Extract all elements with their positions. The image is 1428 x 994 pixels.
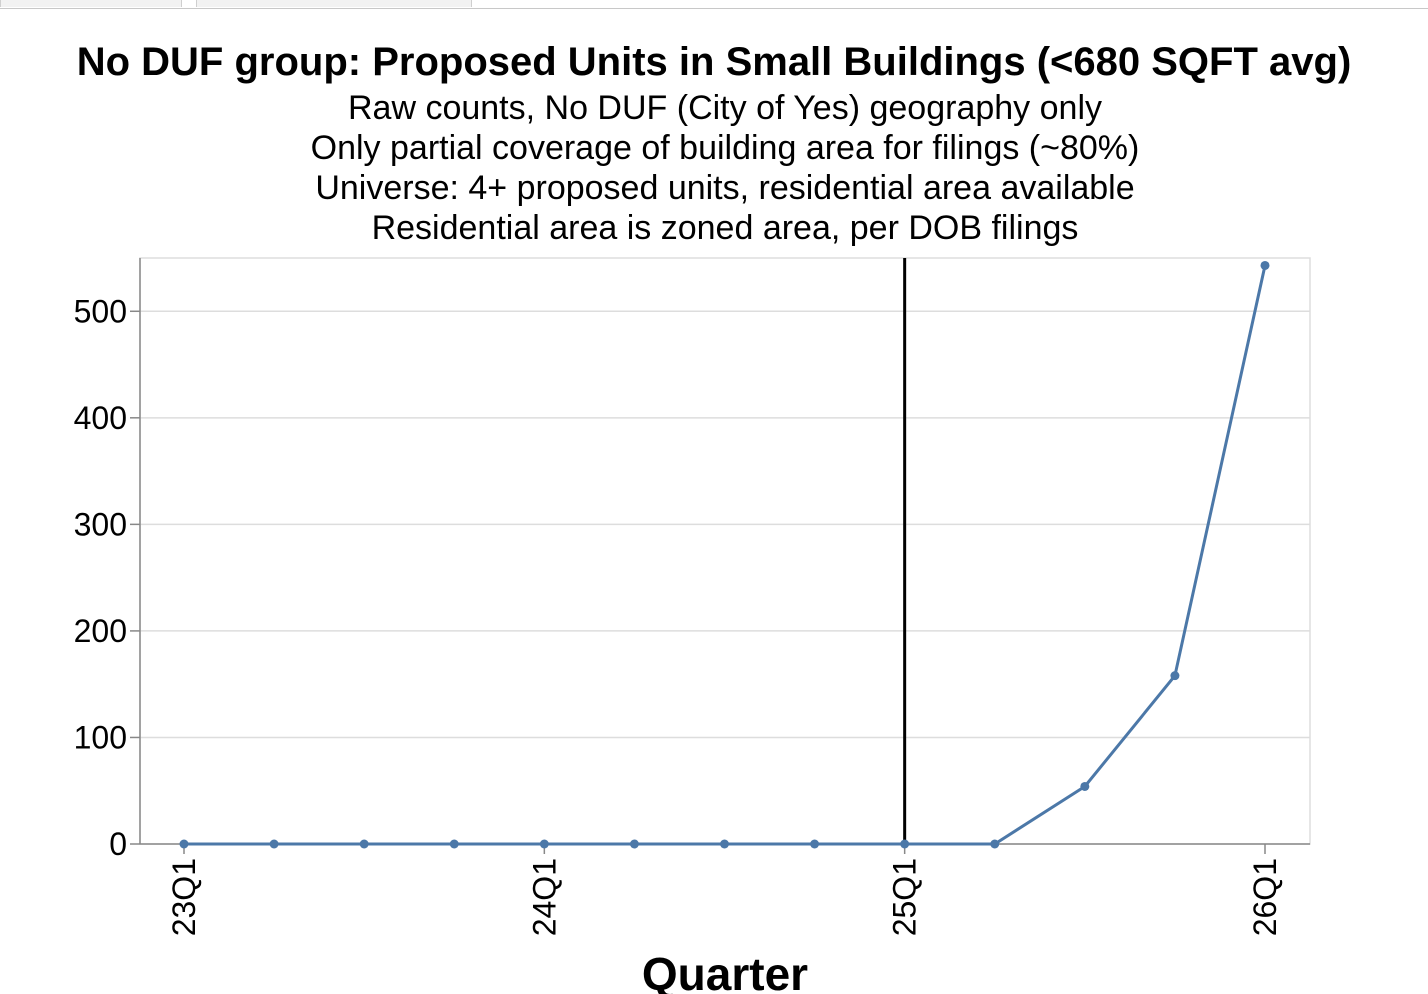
data-point — [810, 839, 820, 849]
y-tick-label: 100 — [74, 719, 127, 755]
y-gridlines — [140, 310, 1310, 739]
y-tick-label: 0 — [109, 826, 127, 862]
x-axis: 23Q1 24Q1 25Q1 26Q1 — [140, 843, 1310, 936]
chart-subtitle-line-2: Only partial coverage of building area f… — [310, 129, 1140, 167]
data-point — [900, 839, 910, 849]
y-tick-label: 300 — [74, 506, 127, 542]
chart-title: No DUF group: Proposed Units in Small Bu… — [76, 40, 1352, 84]
chart-subtitle-line-3: Universe: 4+ proposed units, residential… — [315, 169, 1135, 207]
chart-subtitle-line-4: Residential area is zoned area, per DOB … — [371, 209, 1079, 247]
tab[interactable] — [196, 0, 472, 7]
data-point — [1080, 781, 1090, 791]
x-tick-label: 26Q1 — [1247, 858, 1283, 936]
data-point — [179, 839, 189, 849]
y-tick-label: 500 — [74, 293, 127, 329]
tab[interactable] — [0, 0, 182, 7]
plot-frame — [139, 257, 1311, 845]
y-tick-label: 200 — [74, 613, 127, 649]
chart-subtitle-line-1: Raw counts, No DUF (City of Yes) geograp… — [347, 89, 1102, 127]
y-axis: 0 100 200 300 400 500 — [74, 258, 141, 862]
x-tick-label: 25Q1 — [887, 858, 923, 936]
data-point — [269, 839, 279, 849]
y-tick-label: 400 — [74, 400, 127, 436]
data-point — [449, 839, 459, 849]
tab-strip — [0, 0, 1428, 9]
data-point — [629, 839, 639, 849]
series-points — [179, 260, 1270, 849]
x-tick-label: 24Q1 — [526, 858, 562, 936]
series-line — [184, 265, 1267, 846]
data-point — [1170, 671, 1180, 681]
data-point — [539, 839, 549, 849]
data-point — [720, 839, 729, 849]
x-tick-label: 23Q1 — [166, 858, 202, 936]
data-point — [1260, 260, 1270, 270]
x-axis-label: Quarter — [642, 948, 808, 994]
data-point — [359, 839, 369, 849]
data-point — [990, 839, 1000, 849]
